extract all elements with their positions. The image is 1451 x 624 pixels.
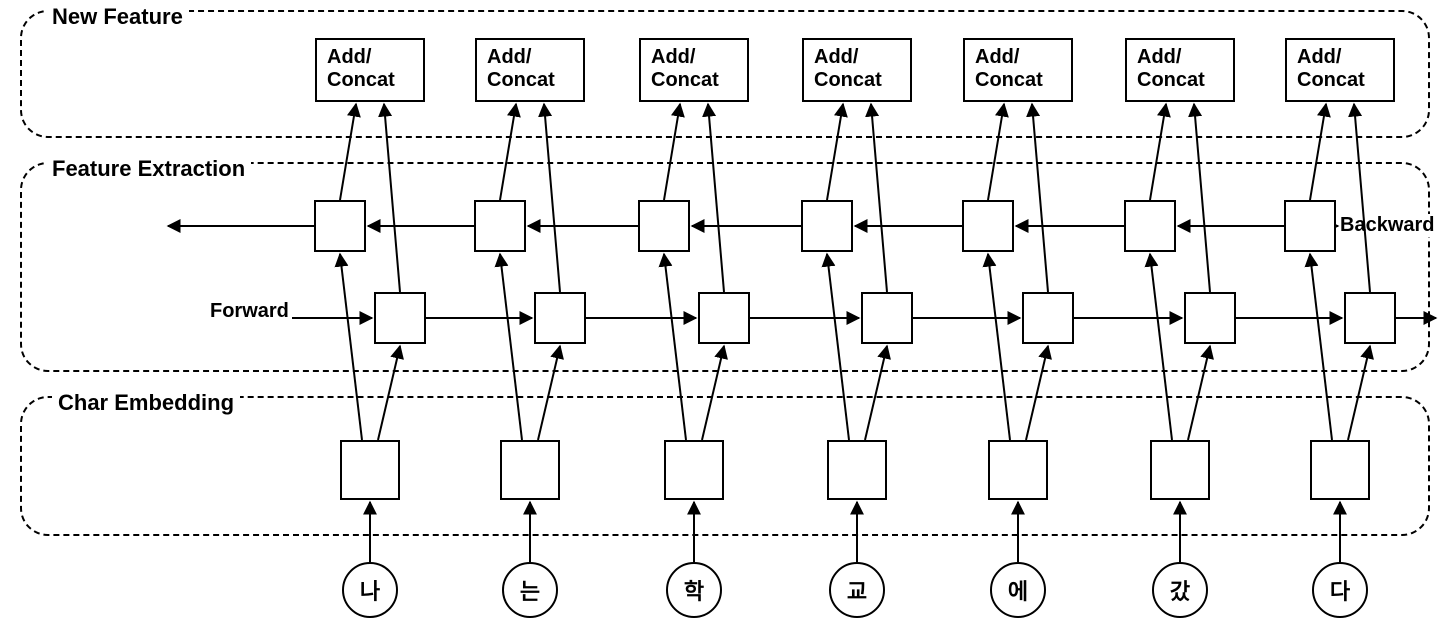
backward-cell xyxy=(314,200,366,252)
backward-cell xyxy=(1284,200,1336,252)
panel-label-char-embedding: Char Embedding xyxy=(52,390,240,416)
char-node: 나 xyxy=(342,562,398,618)
backward-cell xyxy=(1124,200,1176,252)
forward-cell xyxy=(861,292,913,344)
panel-label-new-feature: New Feature xyxy=(46,4,189,30)
char-node: 는 xyxy=(502,562,558,618)
addconcat-node: Add/ Concat xyxy=(802,38,912,102)
embed-cell xyxy=(664,440,724,500)
forward-cell xyxy=(698,292,750,344)
embed-cell xyxy=(340,440,400,500)
label-backward: Backward xyxy=(1340,214,1435,237)
char-node: 다 xyxy=(1312,562,1368,618)
addconcat-node: Add/ Concat xyxy=(1285,38,1395,102)
backward-cell xyxy=(638,200,690,252)
embed-cell xyxy=(988,440,1048,500)
addconcat-node: Add/ Concat xyxy=(639,38,749,102)
addconcat-node: Add/ Concat xyxy=(963,38,1073,102)
backward-cell xyxy=(801,200,853,252)
forward-cell xyxy=(1184,292,1236,344)
backward-cell xyxy=(962,200,1014,252)
char-node: 에 xyxy=(990,562,1046,618)
char-node: 교 xyxy=(829,562,885,618)
panel-char-embedding xyxy=(20,396,1430,536)
forward-cell xyxy=(534,292,586,344)
embed-cell xyxy=(500,440,560,500)
addconcat-node: Add/ Concat xyxy=(315,38,425,102)
addconcat-node: Add/ Concat xyxy=(1125,38,1235,102)
forward-cell xyxy=(374,292,426,344)
char-node: 갔 xyxy=(1152,562,1208,618)
embed-cell xyxy=(1310,440,1370,500)
char-node: 학 xyxy=(666,562,722,618)
label-forward: Forward xyxy=(210,300,289,323)
forward-cell xyxy=(1022,292,1074,344)
embed-cell xyxy=(827,440,887,500)
embed-cell xyxy=(1150,440,1210,500)
diagram-canvas: New Feature Feature Extraction Char Embe… xyxy=(0,0,1451,624)
forward-cell xyxy=(1344,292,1396,344)
panel-label-feature-extraction: Feature Extraction xyxy=(46,156,251,182)
addconcat-node: Add/ Concat xyxy=(475,38,585,102)
backward-cell xyxy=(474,200,526,252)
